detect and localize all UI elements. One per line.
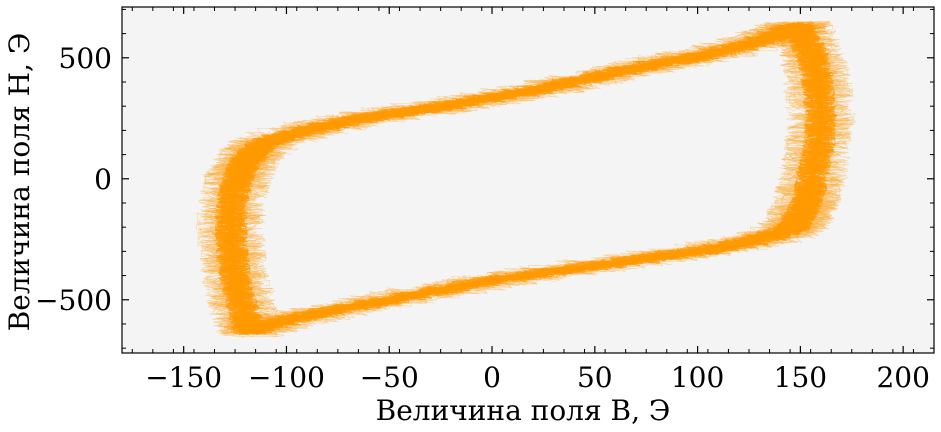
x-tick-label: 50 <box>577 361 613 394</box>
y-tick-label: 500 <box>59 42 112 75</box>
series-2-line <box>228 23 803 334</box>
y-tick-label: 0 <box>94 163 112 196</box>
y-axis-label: Величина поля H, Э <box>3 33 36 332</box>
x-tick-label: −50 <box>360 361 419 394</box>
plot-area <box>122 7 934 353</box>
series-2 <box>195 20 832 338</box>
series-1-line <box>247 23 824 334</box>
series-layer <box>195 20 857 338</box>
x-axis-label: Величина поля B, Э <box>376 394 671 427</box>
plot-frame <box>121 6 935 354</box>
x-tick-label: −150 <box>145 361 222 394</box>
x-tick-label: 0 <box>483 361 501 394</box>
x-tick-label: 100 <box>671 361 724 394</box>
y-tick-label: −500 <box>35 284 112 317</box>
x-tick-label: −100 <box>248 361 325 394</box>
series-1 <box>217 20 857 338</box>
x-tick-label: 200 <box>876 361 929 394</box>
x-tick-label: 150 <box>774 361 827 394</box>
